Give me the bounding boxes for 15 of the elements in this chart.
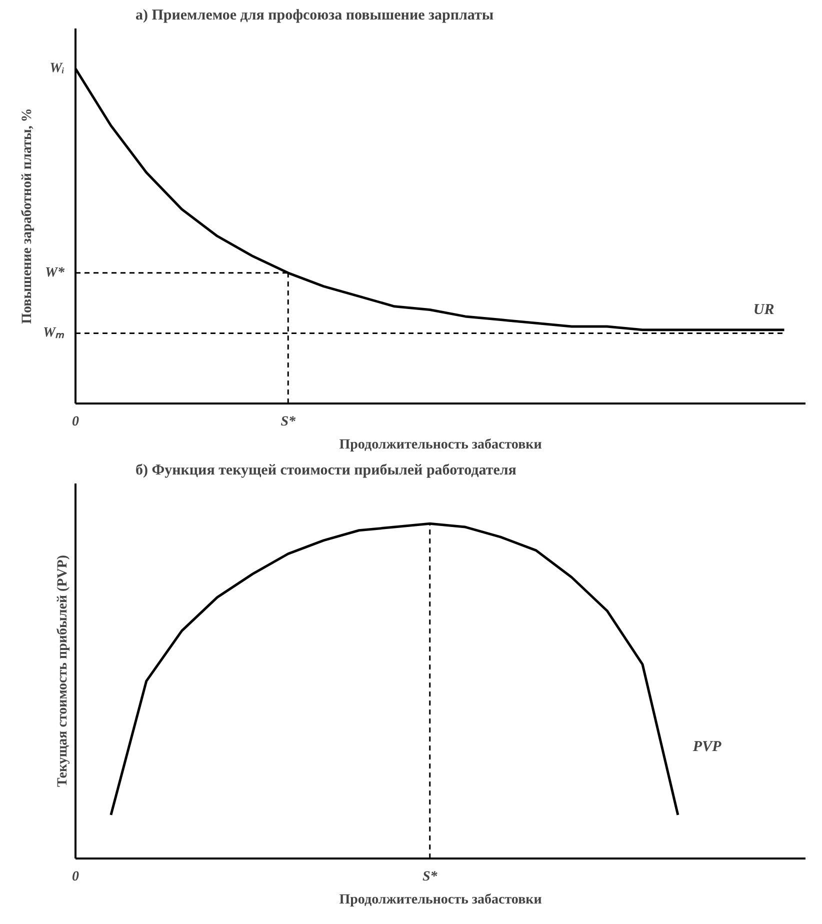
annotation: Wᵢ [50,61,65,76]
chart-title: а) Приемлемое для профсоюза повышение зарплаты [136,8,494,24]
series-label: UR [753,302,774,318]
ref-line-label: W* [45,265,66,280]
x-tick-label: 0 [72,870,79,884]
chart-title: б) Функция текущей стоимости прибылей работодателя [136,462,516,478]
x-tick-label: S* [280,414,297,430]
x-tick-label: S* [422,870,438,884]
x-axis-title: Продолжительность забастовки [339,892,542,908]
y-axis-title: Текущая стоимость прибылей (PVP) [56,554,70,788]
x-tick-label: 0 [72,414,79,430]
x-axis-title: Продолжительность забастовки [339,438,542,452]
series-label: PVP [692,738,722,755]
y-axis-title: Повышение заработной платы, % [20,108,36,324]
ref-line-label: Wₘ [43,326,65,341]
